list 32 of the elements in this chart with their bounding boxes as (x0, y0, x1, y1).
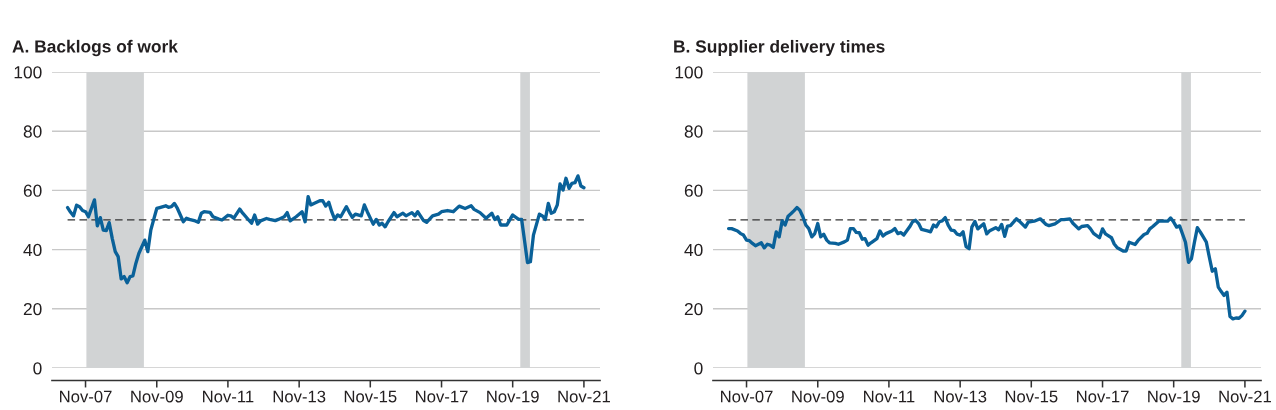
x-tick-label: Nov-17 (1077, 390, 1129, 403)
y-tick-label: 60 (684, 184, 703, 197)
x-tick-label: Nov-07 (721, 390, 773, 403)
y-tick-label: 40 (684, 243, 703, 257)
x-tick-label: Nov-19 (487, 390, 539, 403)
y-tick-label: 20 (684, 302, 703, 316)
y-tick-label: 100 (14, 66, 42, 79)
x-tick-label: Nov-15 (344, 390, 397, 403)
y-tick-label: 80 (684, 125, 703, 138)
x-tick-label: Nov-11 (203, 390, 254, 403)
x-tick-label: Nov-21 (1219, 390, 1271, 403)
x-tick-label: Nov-21 (558, 390, 610, 403)
x-tick-label: Nov-17 (416, 390, 468, 403)
x-tick-label: Nov-09 (131, 390, 183, 403)
y-tick-label: 0 (33, 362, 42, 375)
x-tick-label: Nov-13 (934, 390, 987, 403)
y-tick-label: 20 (23, 302, 42, 316)
y-tick-label: 40 (23, 243, 42, 257)
y-tick-label: 80 (23, 125, 42, 138)
chart-title: B. Supplier delivery times (674, 39, 885, 57)
chart-title: A. Backlogs of work (12, 39, 178, 57)
x-tick-label: Nov-19 (1148, 390, 1200, 403)
x-tick-label: Nov-07 (60, 390, 112, 403)
line-series (65, 174, 586, 285)
x-tick-label: Nov-11 (864, 390, 915, 403)
y-tick-label: 60 (23, 184, 42, 197)
x-tick-label: Nov-13 (273, 390, 326, 403)
line-series (726, 205, 1247, 321)
y-tick-label: 100 (675, 66, 703, 79)
y-tick-label: 0 (694, 362, 703, 375)
x-tick-label: Nov-09 (792, 390, 844, 403)
x-tick-label: Nov-15 (1005, 390, 1058, 403)
